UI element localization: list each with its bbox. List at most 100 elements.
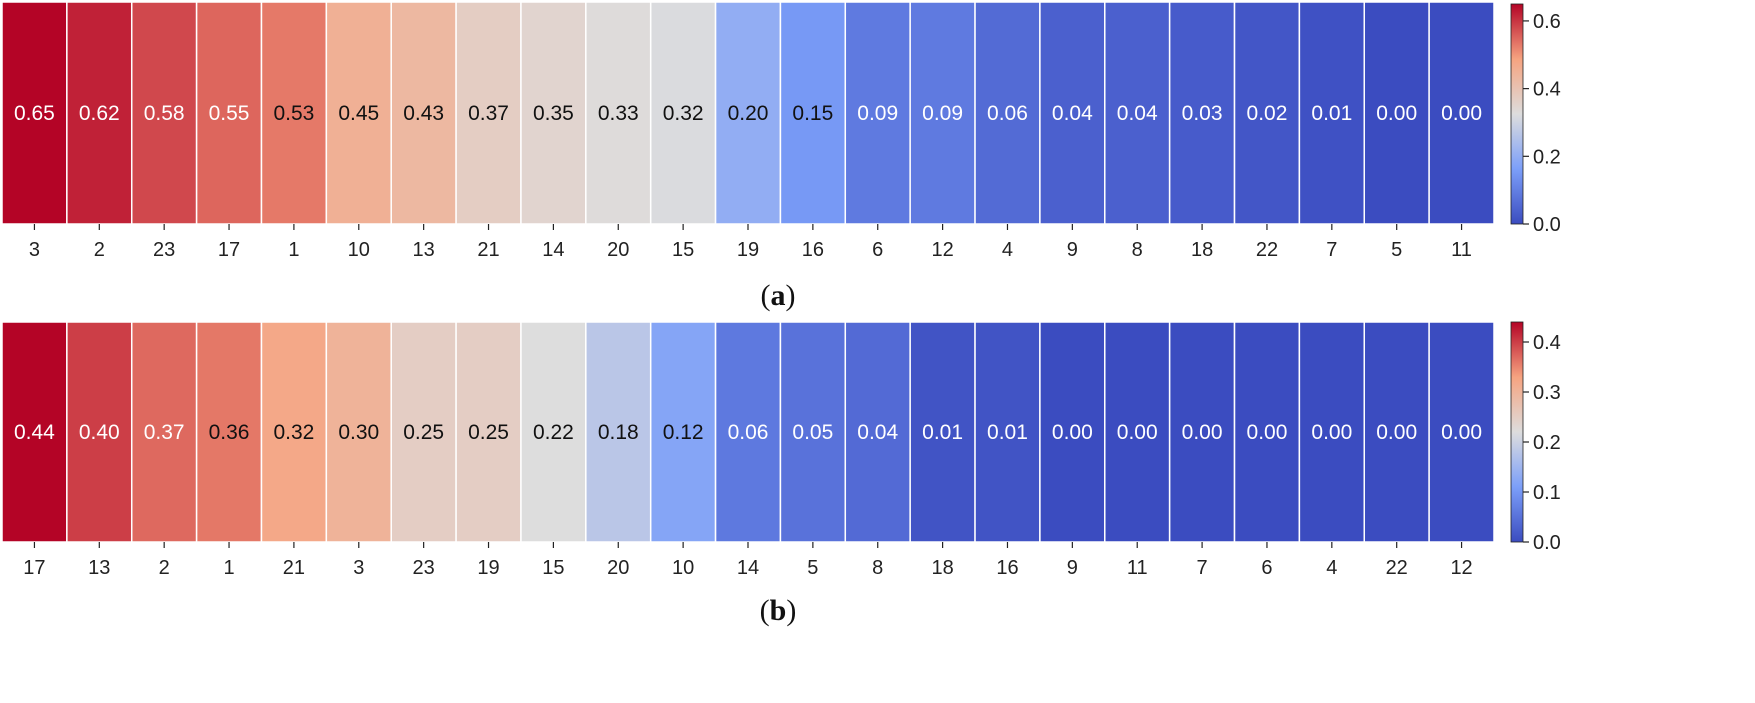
colorbar-tick-label: 0.0 (1533, 532, 1561, 554)
x-tick-label: 10 (348, 239, 370, 261)
x-tick-label: 11 (1127, 557, 1148, 579)
cell-value-label: 0.32 (273, 421, 314, 444)
x-tick-label: 4 (1326, 557, 1337, 579)
heatmap-cell (585, 1, 652, 225)
heatmap-cell (714, 321, 782, 543)
cell-value-label: 0.04 (1052, 102, 1093, 125)
cell-value-label: 0.18 (598, 421, 639, 444)
cell-value-label: 0.00 (1117, 421, 1158, 444)
cell-value-label: 0.44 (14, 421, 55, 444)
heatmap-cell (390, 321, 457, 543)
cell-value-label: 0.00 (1311, 421, 1352, 444)
x-tick-label: 23 (153, 239, 175, 261)
cell-value-label: 0.01 (987, 421, 1028, 444)
x-tick-label: 7 (1326, 239, 1337, 261)
x-tick-label: 8 (1132, 239, 1143, 261)
cell-value-label: 0.36 (209, 421, 250, 444)
x-tick-label: 17 (23, 557, 45, 579)
cell-value-label: 0.25 (403, 421, 444, 444)
colorbar-tick-label: 0.4 (1533, 332, 1561, 354)
cell-value-label: 0.35 (533, 102, 574, 125)
x-tick-label: 1 (288, 239, 299, 261)
cell-value-label: 0.00 (1441, 102, 1482, 125)
heatmap-cell (390, 1, 457, 225)
colorbar-tick-label: 0.3 (1533, 382, 1561, 404)
panel-caption-letter: b (770, 594, 787, 627)
heatmap-cell (1233, 1, 1301, 225)
x-tick-label: 8 (872, 557, 883, 579)
x-tick-label: 21 (477, 239, 499, 261)
heatmap-cell (1428, 1, 1495, 225)
cell-value-label: 0.55 (209, 102, 250, 125)
cell-value-label: 0.15 (792, 102, 833, 125)
heatmap-cell (260, 1, 328, 225)
x-tick-label: 1 (223, 557, 234, 579)
x-tick-label: 6 (1261, 557, 1272, 579)
heatmap-cell (779, 321, 847, 543)
x-tick-label: 14 (737, 557, 759, 579)
colorbar (1510, 3, 1524, 225)
cell-value-label: 0.01 (922, 421, 963, 444)
heatmap-cell (1168, 1, 1236, 225)
cell-value-label: 0.00 (1441, 421, 1482, 444)
x-tick-label: 2 (94, 239, 105, 261)
cell-value-label: 0.06 (987, 102, 1028, 125)
panel-caption: (a) (761, 279, 796, 312)
x-tick-label: 9 (1067, 239, 1078, 261)
x-tick-label: 13 (88, 557, 110, 579)
cell-value-label: 0.00 (1052, 421, 1093, 444)
heatmap-cell (66, 321, 133, 543)
heatmap-cell (909, 1, 976, 225)
heatmap-cell (1363, 1, 1430, 225)
heatmap-cell (974, 321, 1041, 543)
cell-value-label: 0.02 (1247, 102, 1288, 125)
heatmap-cell (325, 321, 392, 543)
cell-value-label: 0.33 (598, 102, 639, 125)
colorbar-tick-label: 0.2 (1533, 146, 1561, 168)
cell-value-label: 0.00 (1182, 421, 1223, 444)
cell-value-label: 0.53 (273, 102, 314, 125)
x-tick-label: 12 (931, 239, 953, 261)
cell-value-label: 0.05 (792, 421, 833, 444)
colorbar-tick-label: 0.0 (1533, 214, 1561, 236)
heatmap-cell (130, 1, 198, 225)
heatmap-cell (1428, 321, 1495, 543)
cell-value-label: 0.00 (1247, 421, 1288, 444)
cell-value-label: 0.00 (1376, 421, 1417, 444)
heatmap-cell (1233, 321, 1301, 543)
cell-value-label: 0.40 (79, 421, 120, 444)
panel-caption: (b) (760, 594, 797, 627)
x-tick-label: 16 (996, 557, 1018, 579)
cell-value-label: 0.43 (403, 102, 444, 125)
heatmap-cell (714, 1, 782, 225)
cell-value-label: 0.65 (14, 102, 55, 125)
cell-value-label: 0.25 (468, 421, 509, 444)
x-tick-label: 6 (872, 239, 883, 261)
x-tick-label: 18 (1191, 239, 1213, 261)
heatmap-cell (66, 1, 133, 225)
x-tick-label: 3 (353, 557, 364, 579)
x-tick-label: 22 (1256, 239, 1278, 261)
x-tick-label: 21 (283, 557, 305, 579)
x-tick-label: 10 (672, 557, 694, 579)
heatmap-cell (585, 321, 652, 543)
heatmap-panel-b: 0.44170.40130.3720.3610.32210.3030.25230… (1, 321, 1561, 627)
colorbar (1510, 321, 1524, 543)
x-tick-label: 12 (1450, 557, 1472, 579)
x-tick-label: 15 (542, 557, 564, 579)
cell-value-label: 0.04 (857, 421, 898, 444)
heatmap-cell (325, 1, 392, 225)
heatmap-cell (1039, 1, 1106, 225)
cell-value-label: 0.62 (79, 102, 120, 125)
x-tick-label: 4 (1002, 239, 1013, 261)
x-tick-label: 5 (1391, 239, 1402, 261)
colorbar-tick-label: 0.4 (1533, 79, 1561, 101)
x-tick-label: 5 (807, 557, 818, 579)
heatmap-cell (1104, 321, 1171, 543)
cell-value-label: 0.06 (728, 421, 769, 444)
x-tick-label: 7 (1197, 557, 1208, 579)
x-tick-label: 16 (802, 239, 824, 261)
x-tick-label: 9 (1067, 557, 1078, 579)
x-tick-label: 20 (607, 239, 629, 261)
